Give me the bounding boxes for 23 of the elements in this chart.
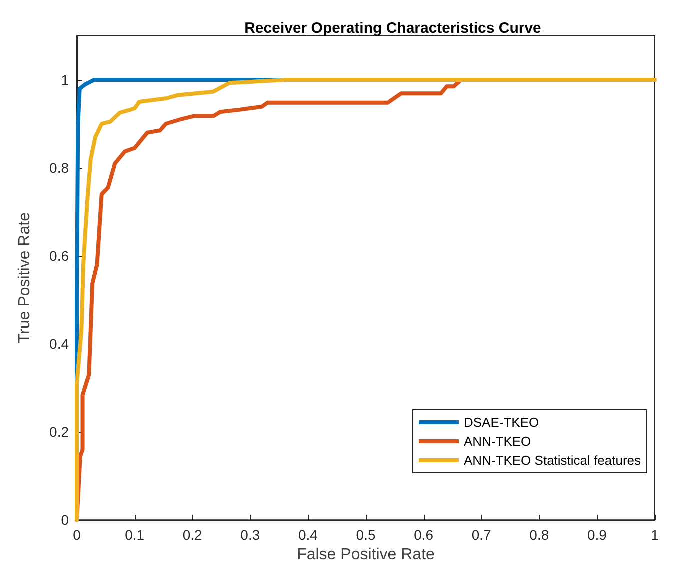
x-axis-title: False Positive Rate [297,546,436,564]
x-tick-label: 0.1 [125,527,145,544]
y-tick-label: 0 [61,512,70,528]
legend-label: ANN-TKEO [464,434,532,449]
y-tick-label: 0.6 [50,248,70,264]
legend-label: DSAE-TKEO [464,415,540,430]
y-tick-label: 0.8 [50,160,70,176]
x-tick-label: 0.6 [414,527,434,544]
x-tick-label: 0 [73,527,82,544]
x-tick-label: 0.5 [356,527,376,544]
x-tick-label: 0.4 [298,527,318,544]
x-tick-label: 0.8 [530,527,550,544]
x-tick-label: 0.2 [182,527,203,544]
x-tick-label: 0.9 [587,527,608,544]
legend-label: ANN-TKEO Statistical features [464,453,642,468]
x-tick-label: 0.3 [240,527,260,544]
x-tick-label: 1 [651,527,660,544]
y-tick-label: 1 [61,72,70,88]
chart-title: Receiver Operating Characteristics Curve [244,20,542,37]
y-axis-title: True Positive Rate [16,212,34,344]
y-tick-label: 0.4 [50,336,70,352]
x-tick-label: 0.7 [472,527,492,544]
y-tick-label: 0.2 [50,424,70,440]
